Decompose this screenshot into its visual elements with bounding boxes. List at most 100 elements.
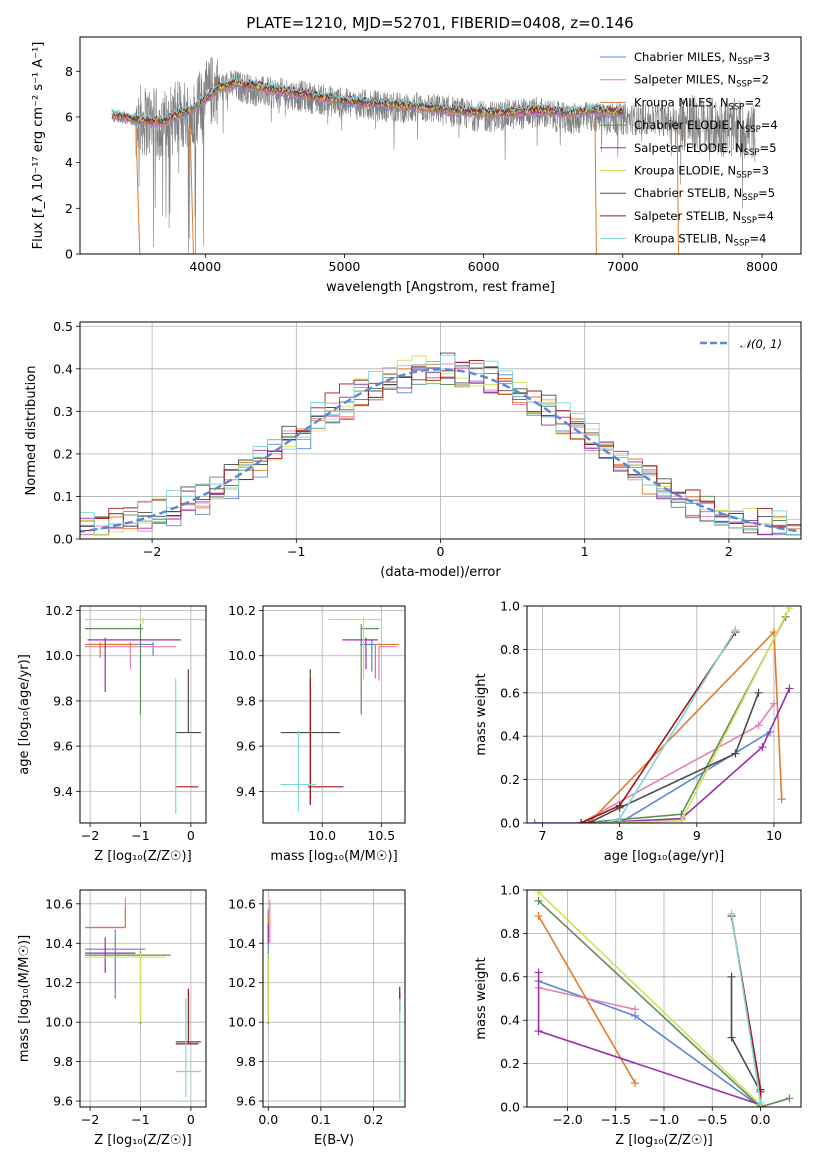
massweight-point-marker [754,721,763,730]
y-axis-label: Normed distribution [24,366,39,496]
axes-frame [526,889,802,1108]
x-tick-label: −1 [131,828,149,843]
x-tick-label: 0 [437,544,445,559]
legend-label-suffix: =4 [749,232,766,246]
axes-frame [79,36,802,255]
y-tick-label: 9.4 [236,784,256,799]
plot-area [85,617,206,814]
x-tick-label: 7000 [607,259,639,274]
x-axis-label: Z [log₁₀(Z/Z☉)] [94,849,191,864]
legend-label-suffix: =3 [752,164,769,178]
massweight-series-line [580,616,787,823]
axes-frame [79,321,802,540]
legend-label-subscript: SSP [737,57,753,67]
y-tick-label: 0.4 [500,1013,520,1028]
legend-entry-label: Chabrier ELODIE, NSSP=4 [634,118,778,135]
x-tick-label: −1.0 [649,1112,679,1127]
axes-decoration: 10.0 10.5 9.4 9.6 9.8 10.0 10.2 mass [log₁₀(M/M… [228,603,406,864]
y-tick-label: 4 [65,155,73,170]
y-axis-label: mass weight [474,673,489,755]
model-dropout-line [135,121,141,254]
x-axis-label: Z [log₁₀(Z/Z☉)] [94,1133,191,1148]
x-tick-label: 2 [725,544,733,559]
legend-entry-label: Kroupa ELODIE, NSSP=3 [634,164,769,181]
legend-label-suffix: =2 [744,95,761,109]
y-tick-label: 0.2 [53,446,73,461]
y-tick-label: 10.2 [228,975,256,990]
massweight-point-marker [727,1033,736,1042]
axes-decoration: −2.0 −1.5 −1.0 −0.5 0.0 0.0 0.2 0.4 0.6 0.8 1.0 Z [… [474,883,802,1148]
massweight-point-marker [777,795,786,804]
y-tick-label: 10.4 [45,936,73,951]
massweight-point-marker [677,816,686,823]
y-tick-label: 0.8 [500,926,520,941]
massweight-series-line [537,915,636,1084]
legend-label-main: Kroupa MILES, N [634,95,729,109]
legend-label-main: Salpeter STELIB, N [634,209,741,223]
y-tick-label: 10.0 [45,1015,73,1030]
legend-entry-label: Kroupa STELIB, NSSP=4 [634,232,766,249]
y-tick-label: 9.4 [53,784,73,799]
x-tick-label: 7 [538,828,546,843]
legend-entry-label: Kroupa MILES, NSSP=2 [634,95,761,112]
residual-histogram-step [80,354,801,536]
legend-label-suffix: =3 [753,50,770,64]
plot-area [80,352,801,536]
massweight-point-marker [785,1094,794,1103]
massweight-point-marker [534,968,543,977]
legend-label-subscript: SSP [736,171,752,181]
y-tick-label: 6 [65,109,73,124]
plot-area [280,617,400,812]
x-tick-label: 1 [581,544,589,559]
massweight-series-line [538,980,761,1107]
x-tick-label: 10.5 [367,828,395,843]
x-axis-label: E(B-V) [314,1133,354,1148]
x-axis-label: (data-model)/error [380,565,501,580]
x-tick-label: 10 [766,828,782,843]
legend-label-suffix: =5 [758,186,775,200]
y-axis-label: age [log₁₀(age/yr)] [17,654,32,775]
x-tick-label: 9 [693,828,701,843]
massweight-point-marker [534,912,543,921]
plot-area [85,897,201,1098]
x-tick-label: −2 [81,1112,99,1127]
x-tick-label: 8000 [746,259,778,274]
y-tick-label: 0.6 [500,685,520,700]
y-tick-label: 1.0 [500,599,520,614]
legend-label-subscript: SSP [736,80,752,90]
y-tick-label: 10.2 [228,603,256,618]
y-tick-label: 10.0 [45,648,73,663]
massweight-series-line [588,692,760,823]
x-tick-label: 0.2 [363,1112,383,1127]
x-tick-label: −2 [81,828,99,843]
massweight-point-marker [631,1079,640,1088]
mass-vs-ebv-panel: 0.0 0.1 0.2 9.6 9.8 10.0 10.2 10.4 10.6 E(B-V) [228,889,406,1148]
legend-label-subscript: SSP [744,148,760,158]
x-tick-label: 4000 [189,259,221,274]
legend-label-main: Chabrier ELODIE, N [634,118,745,132]
axes-frame [79,889,207,1108]
y-tick-label: 10.6 [228,896,256,911]
massweight-point-marker [530,819,539,823]
legend-label-main: Kroupa STELIB, N [634,232,734,246]
massweight-series-line [730,976,762,1107]
massweight-series-line [588,630,783,823]
massweight-vs-metallicity-panel: −2.0 −1.5 −1.0 −0.5 0.0 0.0 0.2 0.4 0.6 0.8 1.0 Z [… [474,883,802,1148]
legend-label-main: Chabrier MILES, N [634,50,737,64]
y-tick-label: 9.8 [53,1054,73,1069]
massweight-point-marker [731,749,740,758]
x-tick-label: −2 [143,544,161,559]
y-tick-label: 9.8 [53,693,73,708]
massweight-point-marker [756,1103,765,1107]
legend-label-main: Salpeter MILES, N [634,73,736,87]
y-tick-label: 0.6 [500,969,520,984]
massweight-series-line [730,913,762,1107]
residuals-panel: −2 −1 0 1 2 0.0 0.1 0.2 0.3 0.4 0.5 (data-model)/er… [24,319,802,580]
massweight-vs-age-panel: 7 8 9 10 0.0 0.2 0.4 0.6 0.8 1.0 age [log₁₀(age/yr… [474,599,802,864]
age-vs-metallicity-panel: −2 −1 0 9.4 9.6 9.8 10.0 10.2 Z [log₁₀(Z/Z☉)] age… [17,603,207,864]
legend-entry-label: Chabrier MILES, NSSP=3 [634,50,770,67]
legend-entry-label: Chabrier STELIB, NSSP=5 [634,186,775,203]
y-tick-label: 0.0 [500,1100,520,1115]
y-tick-label: 9.6 [236,739,256,754]
